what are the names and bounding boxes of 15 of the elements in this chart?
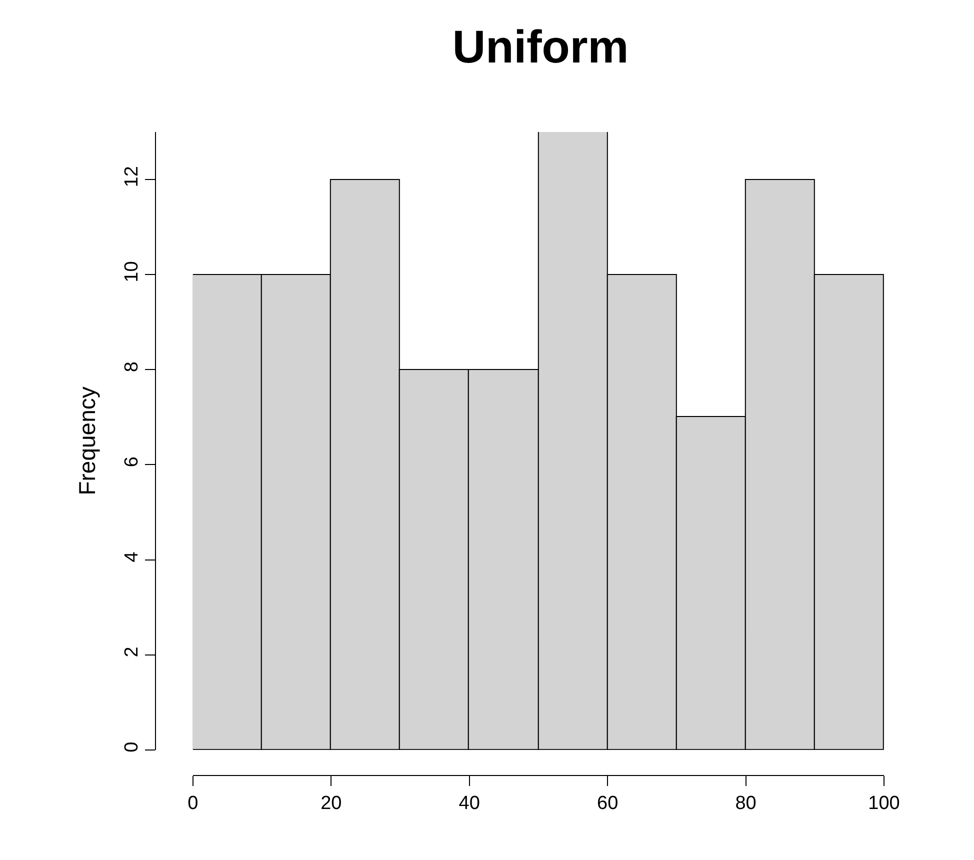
y-tick-label: 0 <box>121 742 142 752</box>
y-tick-label: 8 <box>121 362 142 372</box>
x-tick-label: 0 <box>188 792 198 814</box>
y-axis-title: Frequency <box>74 386 100 496</box>
y-tick-label: 6 <box>121 456 142 468</box>
x-tick-label: 100 <box>868 792 900 814</box>
x-tick-label: 40 <box>458 792 480 814</box>
y-tick-label: 4 <box>121 551 142 562</box>
y-tick-label: 2 <box>121 646 142 658</box>
x-tick-label: 20 <box>320 792 342 814</box>
x-tick-label: 80 <box>735 792 756 814</box>
y-tick-label: 12 <box>121 166 142 188</box>
chart-title: Uniform <box>452 20 629 72</box>
x-tick-label: 60 <box>597 792 618 814</box>
y-tick-label: 10 <box>121 261 142 282</box>
